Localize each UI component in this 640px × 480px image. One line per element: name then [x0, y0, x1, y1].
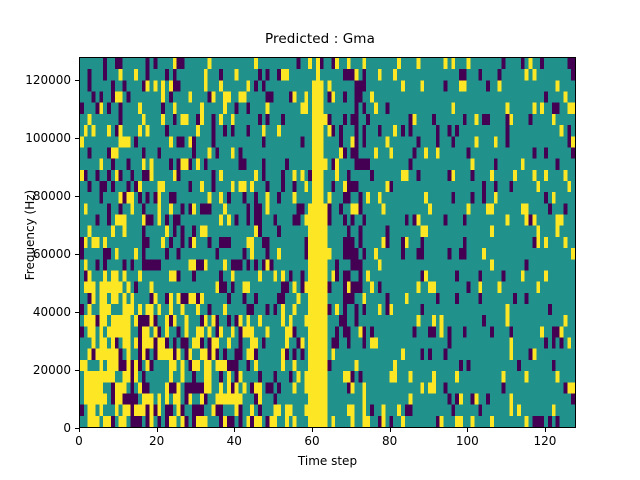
y-tick-label: 100000 [25, 131, 71, 146]
y-tick-label: 40000 [32, 305, 71, 320]
y-tick-mark [75, 80, 79, 82]
x-tick-label: 40 [226, 434, 242, 448]
x-tick-label: 120 [533, 434, 557, 448]
x-tick-label: 60 [304, 434, 320, 448]
y-tick-mark [75, 312, 79, 314]
y-tick-label: 0 [63, 421, 71, 435]
y-tick-mark [75, 196, 79, 198]
y-tick-label: 20000 [32, 363, 71, 378]
x-tick-mark [389, 428, 391, 432]
heatmap-image [80, 58, 575, 427]
x-tick-label: 20 [149, 434, 165, 448]
y-tick-mark [75, 254, 79, 256]
x-tick-label: 100 [455, 434, 479, 448]
x-tick-mark [234, 428, 236, 432]
y-axis-tick-labels: 0 20000 40000 60000 80000 100000 120000 [0, 0, 71, 480]
x-tick-mark [79, 428, 80, 432]
y-tick-label: 80000 [32, 189, 71, 204]
x-axis-label: Time step [297, 454, 358, 468]
x-tick-mark [544, 428, 546, 432]
page-title: Predicted : Gma [265, 31, 375, 47]
x-tick-mark [467, 428, 469, 432]
y-tick-mark [75, 370, 79, 372]
x-tick-label: 80 [381, 434, 398, 448]
x-tick-mark [311, 428, 313, 432]
x-tick-mark [156, 428, 158, 432]
heatmap-plot-area [79, 57, 576, 428]
y-tick-mark [75, 138, 79, 140]
y-tick-label: 60000 [32, 247, 71, 262]
y-tick-mark [75, 428, 79, 429]
y-axis-label: Frequency (Hz) [23, 189, 37, 281]
x-tick-label: 0 [75, 434, 83, 448]
y-tick-label: 120000 [25, 73, 71, 88]
x-axis-tick-labels: 0 20 40 60 80 100 120 [0, 434, 640, 454]
